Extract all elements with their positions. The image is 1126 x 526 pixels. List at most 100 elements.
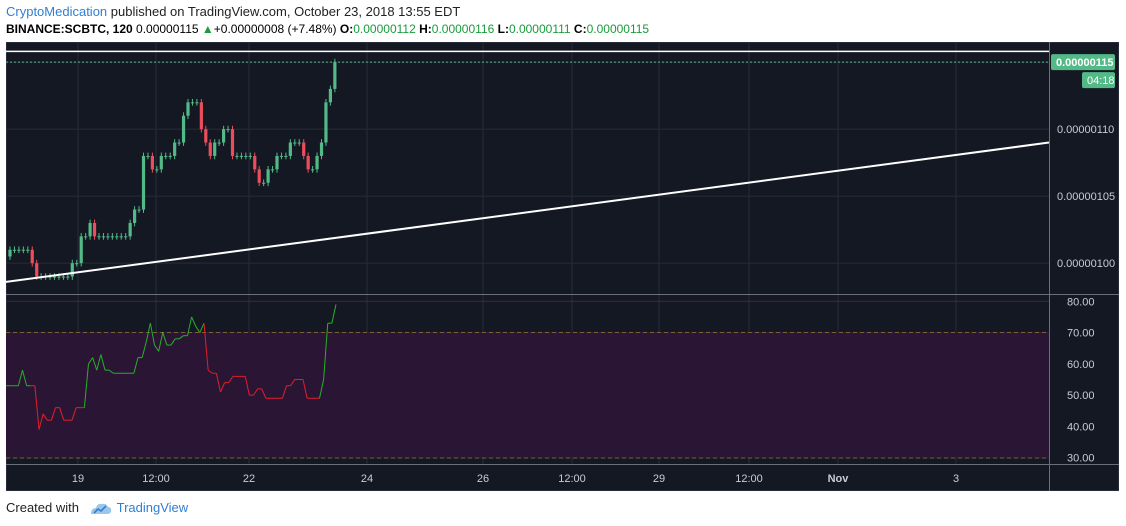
candle-body <box>150 155 154 170</box>
candle-body <box>115 236 119 238</box>
candle-body <box>70 263 74 277</box>
candle-body <box>244 155 248 157</box>
rsi-segment <box>191 316 197 327</box>
candle-body <box>57 276 61 278</box>
tradingview-link[interactable]: TradingView <box>116 500 189 515</box>
rsi-segment <box>207 369 213 374</box>
candle-body <box>97 236 101 238</box>
rsi-tick-label: 60.00 <box>1067 359 1095 371</box>
chart-container[interactable]: 0.00000110 0.00000105 0.00000100 0.00000115… <box>6 42 1119 491</box>
candle-body <box>173 142 177 156</box>
close-label: C: <box>573 22 587 36</box>
candle-body <box>270 169 275 171</box>
x-tick-label: 12:00 <box>735 473 763 485</box>
x-tick-label: 3 <box>953 473 959 485</box>
candles <box>8 58 337 280</box>
low-label: L: <box>497 22 509 36</box>
candle-body <box>124 236 128 238</box>
rsi-segment <box>302 379 308 399</box>
rsi-segment <box>141 341 147 358</box>
candle-body <box>119 236 123 238</box>
symbol-info-line: BINANCE:SCBTC, 120 0.00000115 ▲+0.000000… <box>6 22 649 36</box>
x-tick-label: 26 <box>477 473 489 485</box>
candle-body <box>137 209 141 211</box>
rsi-segment <box>17 369 23 386</box>
last-price: 0.00000115 <box>136 22 199 36</box>
candle-body <box>195 102 199 104</box>
candle-body <box>66 276 70 278</box>
candle-body <box>133 209 137 223</box>
price-chart-svg[interactable]: 0.00000110 0.00000105 0.00000100 0.00000115… <box>6 42 1119 491</box>
author-link[interactable]: CryptoMedication <box>6 4 108 19</box>
candle-body <box>146 155 150 157</box>
candle-body <box>253 155 257 170</box>
rsi-segment <box>228 376 234 383</box>
candle-body <box>110 236 114 238</box>
published-text: published on TradingView.com, October 23… <box>107 4 461 19</box>
rsi-segment <box>162 332 168 346</box>
candle-body <box>213 142 217 156</box>
rsi-segment <box>100 354 106 371</box>
rsi-tick-label: 70.00 <box>1067 328 1095 340</box>
candle-body <box>324 102 328 143</box>
open-value: 0.00000112 <box>353 22 416 36</box>
rsi-segment <box>215 373 221 393</box>
rsi-segment <box>154 344 160 352</box>
x-tick-label: 29 <box>653 473 665 485</box>
symbol-label: BINANCE:SCBTC, 120 <box>6 22 133 36</box>
candle-body <box>12 249 17 251</box>
candle-body <box>222 129 226 143</box>
rsi-segment <box>59 407 65 421</box>
candle-body <box>266 169 270 183</box>
low-value: 0.00000111 <box>508 22 571 36</box>
rsi-tick-label: 80.00 <box>1067 296 1095 308</box>
candle-body <box>88 222 92 237</box>
x-tick-label: 12:00 <box>558 473 586 485</box>
price-tick-label: 0.00000105 <box>1057 191 1115 203</box>
rsi-segment <box>34 385 40 430</box>
rsi-segment <box>203 323 209 371</box>
current-price-badge-label: 0.00000115 <box>1056 57 1114 69</box>
candle-body <box>257 169 261 183</box>
candle-body <box>52 276 57 278</box>
candle-body <box>26 249 30 251</box>
trendline <box>6 141 1050 283</box>
price-change: +0.00000008 (+7.48%) <box>213 22 337 36</box>
candle-body <box>306 155 310 170</box>
high-value: 0.00000116 <box>431 22 495 36</box>
rsi-segment <box>331 304 337 324</box>
candle-body <box>204 129 208 143</box>
tradingview-logo-icon[interactable] <box>89 502 113 516</box>
countdown-label: 04:18 <box>1087 75 1115 87</box>
candle-body <box>164 155 168 157</box>
x-tick-label: 24 <box>361 473 373 485</box>
x-tick-label: Nov <box>828 473 850 485</box>
rsi-segment <box>170 338 176 346</box>
candle-body <box>275 155 279 170</box>
rsi-band <box>6 332 1049 458</box>
candle-body <box>61 276 65 278</box>
candle-body <box>181 115 186 143</box>
rsi-segment <box>88 357 94 365</box>
candle-body <box>17 249 21 251</box>
countdown-badge <box>1082 72 1115 89</box>
candle-body <box>279 155 284 157</box>
high-label: H: <box>419 22 432 36</box>
rsi-segment <box>92 357 98 371</box>
candle-body <box>84 236 88 238</box>
rsi-segment <box>96 354 102 371</box>
candle-body <box>199 102 203 130</box>
candle-body <box>79 236 83 264</box>
rsi-segment <box>323 323 329 380</box>
rsi-tick-label: 30.00 <box>1067 453 1095 465</box>
rsi-segment <box>290 379 296 387</box>
x-tick-label: 22 <box>243 473 255 485</box>
candle-body <box>302 142 306 156</box>
footer: Created with TradingView <box>6 500 188 516</box>
rsi-segment <box>71 407 77 421</box>
rsi-segment <box>145 323 151 343</box>
candle-body <box>168 155 172 157</box>
candle-body <box>297 142 301 144</box>
rsi-tick-label: 40.00 <box>1067 421 1095 433</box>
close-value: 0.00000115 <box>586 22 650 36</box>
